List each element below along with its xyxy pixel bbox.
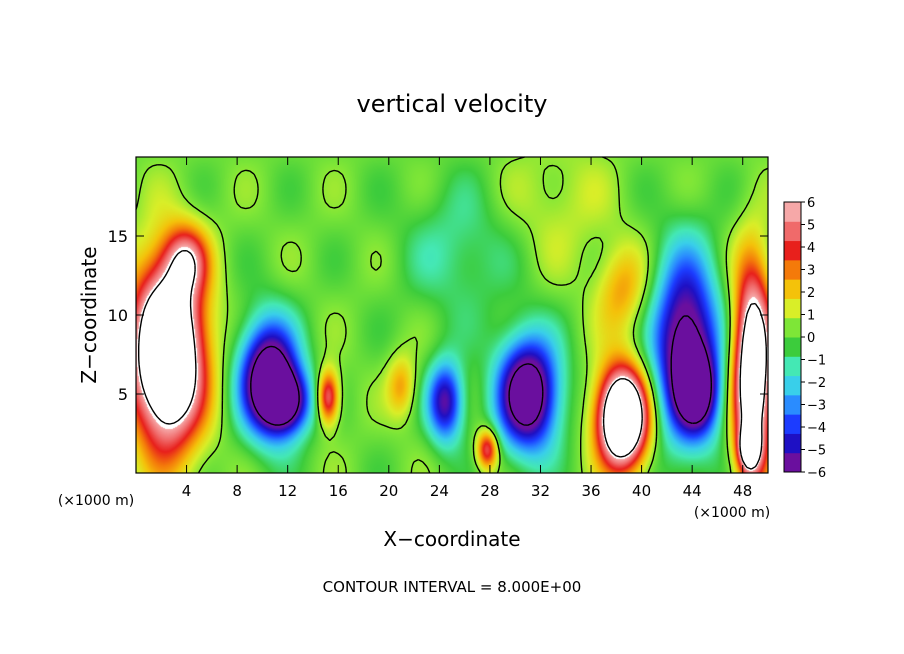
contour-interval-note: CONTOUR INTERVAL = 8.000E+00 — [323, 578, 582, 596]
colorbar-swatch — [784, 259, 801, 280]
x-tick-label: 48 — [733, 482, 752, 500]
contour-lines — [135, 156, 769, 474]
colorbar-tick-label: −3 — [807, 399, 826, 414]
x-tick-label: 16 — [329, 482, 348, 500]
colorbar-tick-label: −2 — [807, 376, 826, 391]
x-tick-label: 40 — [632, 482, 651, 500]
x-tick-label: 32 — [531, 482, 550, 500]
colorbar-tick-label: 6 — [807, 196, 815, 211]
x-tick-label: 24 — [430, 482, 449, 500]
x-tick-label: 12 — [278, 482, 297, 500]
contour-positive — [138, 250, 767, 470]
x-tick-label: 20 — [379, 482, 398, 500]
y-tick-label: 10 — [108, 306, 128, 325]
x-axis-ticks: 4 8 12 16 20 24 28 32 36 40 44 48 — [182, 157, 752, 500]
x-axis-unit: (×1000 m) — [694, 505, 770, 521]
colorbar-swatch — [784, 279, 801, 299]
y-axis-unit: (×1000 m) — [58, 493, 134, 509]
colorbar-swatch — [784, 240, 801, 261]
velocity-heatmap — [136, 157, 768, 473]
contour-negative — [250, 315, 712, 426]
colorbar-tick-label: 3 — [807, 264, 815, 279]
x-tick-label: 28 — [480, 482, 499, 500]
colorbar-swatch — [784, 433, 801, 454]
y-tick-label: 5 — [118, 385, 128, 404]
colorbar-tick-label: 1 — [807, 309, 815, 324]
contour-zero — [135, 156, 769, 474]
x-axis-label: X−coordinate — [383, 527, 520, 551]
colorbar-swatch — [784, 298, 801, 319]
x-tick-label: 4 — [182, 482, 192, 500]
colorbar-swatch — [784, 202, 801, 222]
x-tick-label: 8 — [232, 482, 242, 500]
colorbar-tick-label: 2 — [807, 286, 815, 301]
colorbar-swatch — [784, 337, 801, 357]
chart-title: vertical velocity — [357, 90, 548, 118]
y-tick-label: 15 — [108, 227, 128, 246]
colorbar-swatch — [784, 356, 801, 377]
colorbar-tick-label: −4 — [807, 421, 826, 436]
colorbar-swatch — [784, 375, 801, 396]
colorbar-swatch — [784, 317, 801, 338]
x-tick-label: 44 — [683, 482, 702, 500]
colorbar-swatch — [784, 452, 801, 473]
y-axis-ticks: 5 10 15 — [108, 227, 768, 404]
colorbar-tick-label: 0 — [807, 331, 815, 346]
colorbar-swatch — [784, 414, 801, 434]
colorbar-tick-label: 4 — [807, 241, 815, 256]
colorbar-tick-label: −5 — [807, 444, 826, 459]
x-tick-label: 36 — [581, 482, 600, 500]
colorbar-tick-label: 5 — [807, 219, 815, 234]
colorbar-swatch — [784, 221, 801, 242]
colorbar-swatch — [784, 394, 801, 415]
colorbar-tick-label: −1 — [807, 354, 826, 369]
colorbar: 6 5 4 3 2 1 0 −1 −2 −3 −4 −5 −6 — [783, 196, 826, 481]
colorbar-tick-label: −6 — [807, 466, 826, 481]
y-axis-label: Z−coordinate — [77, 246, 101, 383]
